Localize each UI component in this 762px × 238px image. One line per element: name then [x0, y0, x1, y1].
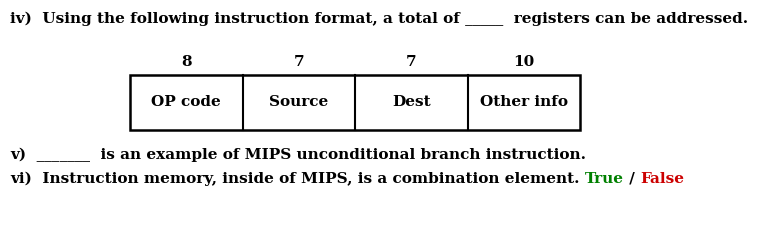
Text: Source: Source [269, 95, 328, 109]
Text: v)  _______  is an example of MIPS unconditional branch instruction.: v) _______ is an example of MIPS uncondi… [10, 148, 586, 162]
Text: 10: 10 [513, 55, 534, 69]
Text: 7: 7 [293, 55, 304, 69]
Text: 7: 7 [406, 55, 417, 69]
Text: vi)  Instruction memory, inside of MIPS, is a combination element.: vi) Instruction memory, inside of MIPS, … [10, 172, 584, 186]
Text: Other info: Other info [480, 95, 568, 109]
Text: True: True [584, 172, 624, 186]
Text: 8: 8 [181, 55, 191, 69]
Text: OP code: OP code [152, 95, 221, 109]
Text: iv)  Using the following instruction format, a total of _____  registers can be : iv) Using the following instruction form… [10, 12, 748, 26]
Bar [130, 75, 580, 130]
Text: /: / [624, 172, 640, 186]
Text: False: False [640, 172, 684, 186]
Text: Dest: Dest [392, 95, 431, 109]
